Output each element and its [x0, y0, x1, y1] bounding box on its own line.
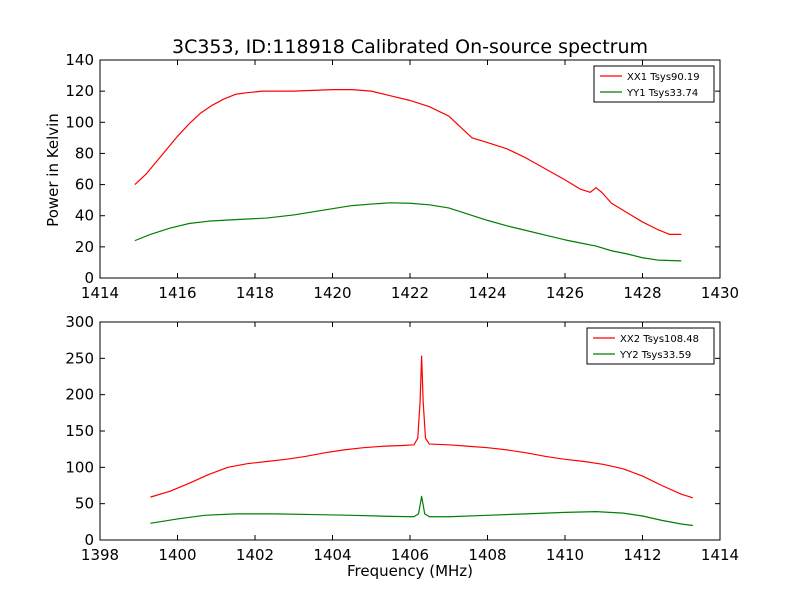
- x-tick-label: 1416: [158, 284, 196, 302]
- legend-entry: XX2 Tsys108.48: [620, 334, 699, 345]
- x-tick-label: 1422: [391, 284, 429, 302]
- y-tick-label: 60: [75, 176, 94, 194]
- x-tick-label: 1418: [236, 284, 274, 302]
- x-tick-label: 1428: [623, 284, 661, 302]
- y-tick-label: 40: [75, 207, 94, 225]
- y-tick-label: 140: [65, 51, 94, 69]
- y-tick-label: 80: [75, 144, 94, 162]
- x-axis-label: Frequency (MHz): [347, 562, 473, 580]
- x-tick-label: 1430: [701, 284, 739, 302]
- legend: XX1 Tsys90.19 YY1 Tsys33.74: [593, 65, 715, 103]
- series-line-xx2: [150, 355, 694, 499]
- y-tick-label: 250: [65, 349, 94, 367]
- x-tick-label: 1414: [701, 546, 739, 564]
- x-tick-label: 1400: [158, 546, 196, 564]
- series-line-yy1: [134, 202, 682, 262]
- panel-2: 1398 1400 1402 1404 1406 1408 1410 1412 1414 0 50 1…: [65, 313, 739, 564]
- y-tick-label: 100: [65, 113, 94, 131]
- x-tick-label: 1420: [313, 284, 351, 302]
- x-tick-label: 1398: [81, 546, 119, 564]
- legend-entry: XX1 Tsys90.19: [627, 72, 700, 83]
- legend-box: [586, 327, 715, 365]
- x-tick-label: 1424: [468, 284, 506, 302]
- y-tick-label: 200: [65, 386, 94, 404]
- x-tick-label: 1408: [468, 546, 506, 564]
- series-line-yy2: [150, 495, 693, 527]
- y-tick-label: 150: [65, 422, 94, 440]
- y-tick-label: 300: [65, 313, 94, 331]
- y-tick-label: 20: [75, 238, 94, 256]
- x-tick-label: 1404: [313, 546, 351, 564]
- legend-box: [593, 65, 715, 103]
- x-tick-label: 1406: [391, 546, 429, 564]
- x-tick-label: 1410: [546, 546, 584, 564]
- y-axis-label: Power in Kelvin: [44, 113, 62, 227]
- legend: XX2 Tsys108.48 YY2 Tsys33.59: [586, 327, 715, 365]
- series-line-xx1: [134, 88, 682, 235]
- x-tick-label: 1414: [81, 284, 119, 302]
- y-tick-label: 0: [84, 531, 94, 549]
- y-tick-label: 50: [75, 495, 94, 513]
- x-tick-label: 1402: [236, 546, 274, 564]
- chart-title: 3C353, ID:118918 Calibrated On-source sp…: [172, 36, 648, 58]
- y-tick-label: 0: [84, 269, 94, 287]
- x-tick-label: 1412: [623, 546, 661, 564]
- panel-1: 1414 1416 1418 1420 1422 1424 1426 1428 1430 0 20 4…: [65, 51, 739, 302]
- y-tick-label: 100: [65, 458, 94, 476]
- legend-entry: YY2 Tsys33.59: [619, 350, 691, 361]
- x-tick-label: 1426: [546, 284, 584, 302]
- y-tick-label: 120: [65, 82, 94, 100]
- legend-entry: YY1 Tsys33.74: [626, 88, 698, 99]
